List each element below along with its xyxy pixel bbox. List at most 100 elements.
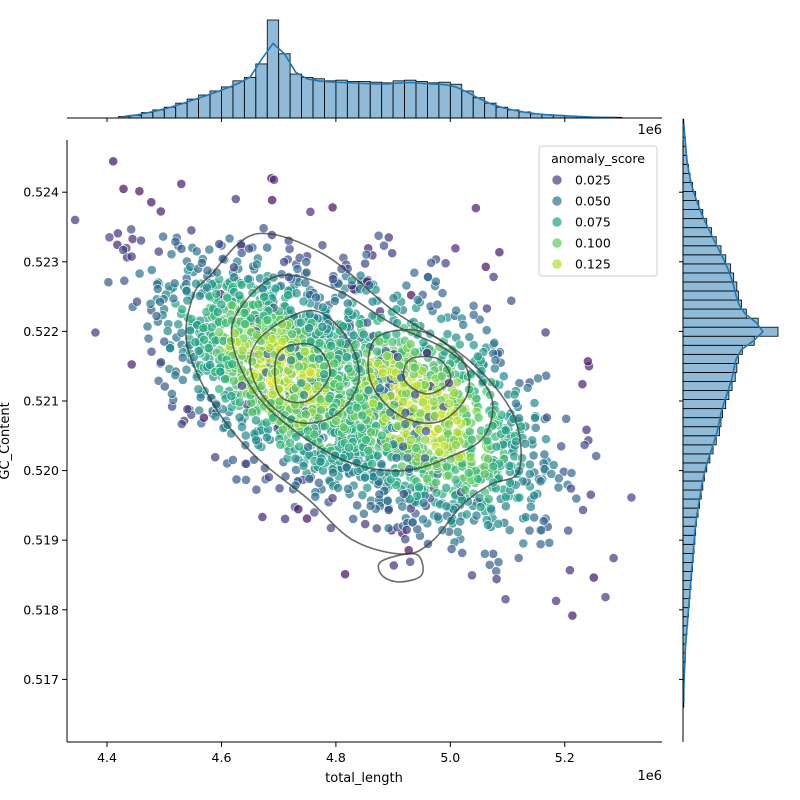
scatter-point	[177, 352, 188, 363]
scatter-point	[452, 415, 463, 426]
scatter-point	[518, 538, 529, 549]
scatter-point	[381, 442, 392, 452]
scatter-point	[450, 474, 461, 485]
scatter-point	[177, 374, 188, 385]
kde-contour-line	[273, 342, 332, 404]
scatter-point	[340, 569, 350, 580]
scatter-point	[181, 285, 192, 296]
scatter-point	[608, 553, 619, 563]
legend-marker	[551, 174, 563, 186]
scatter-point	[467, 570, 477, 581]
scatter-point	[479, 548, 490, 559]
scatter-point	[400, 419, 411, 429]
scatter-point	[464, 332, 475, 342]
scatter-point	[363, 445, 374, 456]
right-histogram-bar	[682, 335, 755, 346]
scatter-point	[348, 330, 359, 341]
scatter-point	[214, 239, 225, 249]
scatter-point	[292, 263, 303, 274]
scatter-point	[406, 434, 416, 445]
scatter-point	[585, 489, 596, 500]
scatter-point	[338, 422, 349, 433]
scatter-point	[277, 424, 288, 435]
scatter-point	[309, 507, 320, 518]
scatter-point	[334, 381, 345, 392]
scatter-point	[451, 305, 461, 316]
scatter-point	[421, 426, 431, 436]
right-histogram-bar	[682, 362, 738, 373]
right-histogram-bar	[682, 227, 712, 238]
scatter-point	[328, 274, 338, 284]
scatter-point	[280, 514, 290, 524]
scatter-point	[591, 451, 602, 461]
scatter-point	[530, 412, 540, 423]
scatter-point	[483, 494, 494, 504]
scatter-point	[176, 419, 187, 429]
scatter-point	[103, 277, 114, 288]
scatter-point	[405, 339, 416, 349]
scatter-point	[409, 362, 420, 373]
scatter-point	[104, 232, 115, 243]
scatter-point	[285, 305, 296, 315]
scatter-point	[389, 399, 400, 410]
right-histogram-bar	[682, 399, 727, 410]
scatter-point	[388, 293, 399, 303]
scatter-point	[300, 346, 310, 357]
scatter-point	[269, 174, 279, 185]
scatter-point	[202, 265, 213, 276]
scatter-point	[304, 309, 315, 319]
right-histogram-bar	[682, 462, 708, 473]
scatter-point	[341, 462, 352, 473]
scatter-point	[443, 419, 454, 430]
scatter-point	[355, 270, 366, 281]
scatter-point	[626, 492, 637, 503]
scatter-point	[423, 272, 433, 282]
scatter-point	[446, 544, 457, 554]
right-histogram-bar	[682, 498, 701, 509]
scatter-point	[284, 243, 295, 254]
scatter-point	[298, 389, 309, 400]
scatter-point	[407, 517, 418, 528]
scatter-point	[304, 323, 314, 333]
scatter-point	[343, 306, 354, 317]
scatter-point	[301, 267, 312, 278]
scatter-point	[567, 610, 578, 621]
scatter-point	[387, 336, 398, 347]
scatter-point	[509, 389, 520, 400]
y-tick-label: 0.517	[23, 672, 59, 687]
x-tick-label: 4.6	[212, 750, 232, 765]
scatter-point	[328, 467, 338, 478]
scatter-point	[578, 505, 588, 515]
top-histogram-bar	[438, 81, 451, 119]
scatter-point	[360, 434, 371, 445]
scatter-point	[185, 325, 195, 336]
scatter-point	[489, 337, 500, 348]
scatter-point	[193, 384, 204, 395]
scatter-point	[383, 523, 394, 534]
scatter-point	[319, 421, 330, 432]
scatter-point	[152, 284, 163, 294]
scatter-point	[548, 460, 559, 470]
scatter-point	[360, 258, 370, 269]
scatter-point	[176, 178, 187, 189]
scatter-point	[341, 352, 352, 362]
scatter-point	[382, 495, 393, 506]
scatter-point	[303, 442, 313, 452]
top-histogram-bar	[404, 79, 417, 119]
y-tick-label: 0.521	[23, 393, 59, 408]
scatter-point	[258, 223, 269, 234]
scatter-point	[241, 474, 251, 485]
scatter-point	[227, 454, 238, 465]
scatter-point	[275, 439, 286, 450]
scatter-point	[279, 256, 289, 267]
scatter-point	[517, 453, 527, 463]
right-histogram-bar	[682, 344, 743, 355]
scatter-point	[441, 482, 452, 493]
right-histogram-bar	[682, 245, 722, 256]
legend-entry-label: 0.125	[575, 257, 611, 272]
scatter-point	[588, 572, 599, 583]
top-histogram-bar	[415, 81, 428, 119]
scatter-point	[446, 515, 457, 526]
scatter-point	[126, 359, 137, 370]
scatter-plot-area: 4.4 4.6 4.8 5.0 5.2 0.517 0.518 0.519 0.520 0.52…	[23, 140, 662, 765]
